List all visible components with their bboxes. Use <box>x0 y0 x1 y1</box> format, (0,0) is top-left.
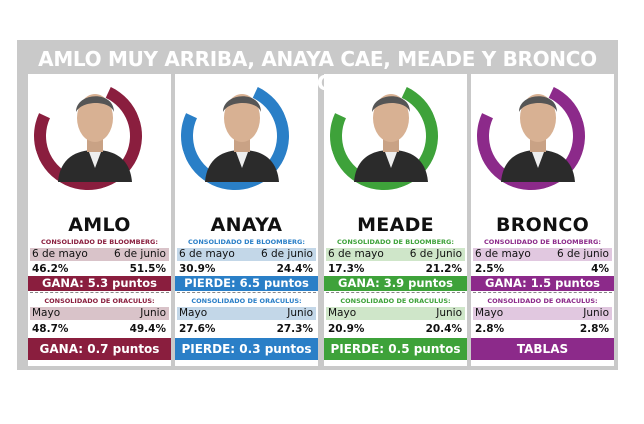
oraculus-month-end: Junio <box>287 307 313 319</box>
bloomberg-value-start: 30.9% <box>179 263 216 275</box>
oraculus-value-start: 20.9% <box>328 323 365 335</box>
candidate-photo <box>205 94 279 182</box>
candidate-card-meade: MEADE CONSOLIDADO DE BLOOMBERG: 6 de may… <box>314 66 467 366</box>
bloomberg-values-row: 30.9% 24.4% <box>177 263 316 276</box>
oraculus-label: CONSOLIDADO DE ORACULUS: <box>340 297 451 305</box>
bloomberg-value-start: 46.2% <box>32 263 69 275</box>
bloomberg-value-end: 21.2% <box>425 263 462 275</box>
bloomberg-date-start: 6 de mayo <box>475 248 531 260</box>
oraculus-value-end: 20.4% <box>425 323 462 335</box>
candidate-name: MEADE <box>357 214 434 236</box>
oraculus-months-row: Mayo Junio <box>326 307 465 320</box>
bloomberg-date-end: 6 de junio <box>556 248 609 260</box>
divider <box>326 292 465 293</box>
oraculus-value-end: 27.3% <box>276 323 313 335</box>
oraculus-month-end: Junio <box>140 307 166 319</box>
bloomberg-value-end: 4% <box>591 263 609 275</box>
bloomberg-result: GANA: 3.9 puntos <box>324 276 467 291</box>
candidate-name: ANAYA <box>210 214 283 236</box>
bloomberg-date-start: 6 de mayo <box>179 248 235 260</box>
bloomberg-label: CONSOLIDADO DE BLOOMBERG: <box>188 238 305 246</box>
bloomberg-date-start: 6 de mayo <box>328 248 384 260</box>
oraculus-month-end: Junio <box>583 307 609 319</box>
oraculus-values-row: 20.9% 20.4% <box>326 323 465 336</box>
oraculus-value-end: 2.8% <box>579 323 609 335</box>
candidate-photo <box>58 94 132 182</box>
bloomberg-label: CONSOLIDADO DE BLOOMBERG: <box>337 238 454 246</box>
bloomberg-result: PIERDE: 6.5 puntos <box>175 276 318 291</box>
oraculus-values-row: 2.8% 2.8% <box>473 323 612 336</box>
oraculus-label: CONSOLIDADO DE ORACULUS: <box>487 297 598 305</box>
bloomberg-dates-row: 6 de mayo 6 de Junio <box>326 248 465 261</box>
candidate-photo <box>354 94 428 182</box>
bloomberg-label: CONSOLIDADO DE BLOOMBERG: <box>41 238 158 246</box>
oraculus-months-row: Mayo Junio <box>30 307 169 320</box>
oraculus-months-row: Mayo Junio <box>177 307 316 320</box>
oraculus-value-start: 2.8% <box>475 323 505 335</box>
oraculus-month-start: Mayo <box>179 307 208 319</box>
oraculus-month-start: Mayo <box>475 307 504 319</box>
oraculus-label: CONSOLIDADO DE ORACULUS: <box>191 297 302 305</box>
candidate-name: BRONCO <box>495 214 590 236</box>
oraculus-result: PIERDE: 0.5 puntos <box>324 338 467 360</box>
oraculus-month-end: Junio <box>436 307 462 319</box>
oraculus-value-end: 49.4% <box>129 323 166 335</box>
candidate-photo <box>501 94 575 182</box>
oraculus-month-start: Mayo <box>32 307 61 319</box>
bloomberg-date-end: 6 de Junio <box>409 248 462 260</box>
bloomberg-value-start: 17.3% <box>328 263 365 275</box>
divider <box>30 292 169 293</box>
bloomberg-result: GANA: 5.3 puntos <box>28 276 171 291</box>
bloomberg-values-row: 46.2% 51.5% <box>30 263 169 276</box>
bloomberg-date-end: 6 de junio <box>260 248 313 260</box>
bloomberg-value-start: 2.5% <box>475 263 505 275</box>
candidate-name: AMLO <box>68 214 131 236</box>
bloomberg-date-start: 6 de mayo <box>32 248 88 260</box>
divider <box>473 292 612 293</box>
candidate-card-bronco: BRONCO CONSOLIDADO DE BLOOMBERG: 6 de ma… <box>461 66 614 366</box>
headline: AMLO MUY ARRIBA, ANAYA CAE, MEADE Y BRON… <box>38 47 597 95</box>
bloomberg-values-row: 17.3% 21.2% <box>326 263 465 276</box>
divider <box>177 292 316 293</box>
oraculus-result: PIERDE: 0.3 puntos <box>175 338 318 360</box>
bloomberg-date-end: 6 de junio <box>113 248 166 260</box>
oraculus-result: TABLAS <box>471 338 614 360</box>
oraculus-value-start: 48.7% <box>32 323 69 335</box>
oraculus-month-start: Mayo <box>328 307 357 319</box>
oraculus-months-row: Mayo Junio <box>473 307 612 320</box>
oraculus-values-row: 27.6% 27.3% <box>177 323 316 336</box>
oraculus-value-start: 27.6% <box>179 323 216 335</box>
bloomberg-value-end: 24.4% <box>276 263 313 275</box>
bloomberg-dates-row: 6 de mayo 6 de junio <box>177 248 316 261</box>
oraculus-result: GANA: 0.7 puntos <box>28 338 171 360</box>
oraculus-label: CONSOLIDADO DE ORACULUS: <box>44 297 155 305</box>
bloomberg-values-row: 2.5% 4% <box>473 263 612 276</box>
bloomberg-dates-row: 6 de mayo 6 de junio <box>473 248 612 261</box>
oraculus-values-row: 48.7% 49.4% <box>30 323 169 336</box>
candidate-card-anaya: ANAYA CONSOLIDADO DE BLOOMBERG: 6 de may… <box>165 66 318 366</box>
bloomberg-dates-row: 6 de mayo 6 de junio <box>30 248 169 261</box>
bloomberg-value-end: 51.5% <box>129 263 166 275</box>
bloomberg-result: GANA: 1.5 puntos <box>471 276 614 291</box>
candidate-card-amlo: AMLO CONSOLIDADO DE BLOOMBERG: 6 de mayo… <box>18 66 171 366</box>
bloomberg-label: CONSOLIDADO DE BLOOMBERG: <box>484 238 601 246</box>
